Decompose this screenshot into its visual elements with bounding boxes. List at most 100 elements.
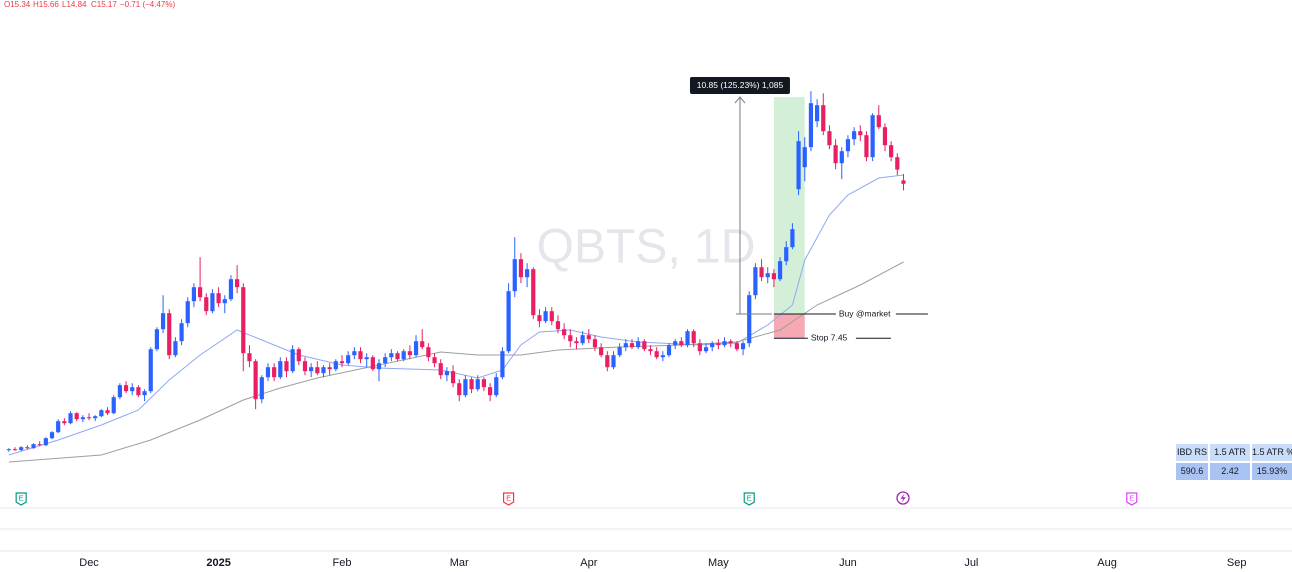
candle-body <box>740 343 746 350</box>
x-tick-label: Apr <box>580 557 597 569</box>
candle-body <box>839 151 844 164</box>
earnings-event[interactable]: E <box>743 492 755 506</box>
earnings-label: E <box>1129 493 1134 502</box>
candle-body <box>222 299 227 304</box>
x-tick-label: Dec <box>79 557 99 569</box>
candle-body <box>889 145 894 158</box>
earnings-event[interactable]: E <box>15 492 27 506</box>
candle-body <box>370 357 375 370</box>
candle-body <box>463 379 468 396</box>
earnings-event[interactable]: E <box>502 492 515 506</box>
candle-body <box>864 135 869 158</box>
candle-body <box>691 331 696 344</box>
candle-body <box>413 341 419 356</box>
candle-body <box>876 115 881 128</box>
candle-body <box>592 339 598 348</box>
candle-body <box>623 343 628 348</box>
earnings-marker <box>15 492 27 506</box>
candle-body <box>395 353 400 360</box>
moving-average <box>8 174 904 456</box>
candle-body <box>123 385 129 392</box>
candle-body <box>562 329 567 336</box>
candle-body <box>210 293 215 312</box>
candle-body <box>790 229 795 248</box>
candle-body <box>895 157 900 170</box>
candle-body <box>19 447 24 450</box>
candle-body <box>272 367 277 378</box>
candle-body <box>481 379 487 388</box>
candle-body <box>666 345 672 356</box>
candle-body <box>197 287 203 298</box>
candle-body <box>870 115 875 158</box>
candle-body <box>759 267 764 278</box>
stop-label: Stop 7.45 <box>811 332 848 342</box>
candle-body <box>852 131 857 140</box>
candle-body <box>457 383 462 396</box>
candle-body <box>160 313 166 330</box>
candle-body <box>37 444 42 446</box>
candle-body <box>383 357 388 364</box>
candle-body <box>450 371 456 384</box>
candle-body <box>49 432 55 439</box>
candle-body <box>407 351 412 356</box>
candle-body <box>56 421 61 433</box>
candle-body <box>648 349 653 352</box>
candle-body <box>518 259 524 278</box>
candle-body <box>235 279 240 288</box>
candle-body <box>278 361 283 378</box>
table-cell: IBD RS <box>1176 444 1208 461</box>
candle-body <box>284 361 289 372</box>
candle-body <box>525 269 530 278</box>
ohlc-value: C15.17 <box>91 0 117 9</box>
x-tick-label: 2025 <box>206 557 230 569</box>
candle-body <box>25 447 30 449</box>
earnings-event[interactable]: E <box>1126 492 1138 506</box>
candle-body <box>734 343 739 350</box>
candle-body <box>265 367 271 378</box>
candle-body <box>808 103 814 148</box>
candle-body <box>420 341 425 348</box>
x-tick-label: Mar <box>450 557 469 569</box>
candle-body <box>722 341 727 346</box>
stop-zone <box>773 314 805 339</box>
table-cell: 2.42 <box>1210 463 1250 480</box>
x-tick-label: Sep <box>1227 557 1247 569</box>
candle-body <box>512 259 517 292</box>
candle-body <box>31 444 36 449</box>
entry-label-bg <box>835 308 896 320</box>
candle-body <box>309 367 314 372</box>
ohlc-value: O15.34 <box>4 0 31 9</box>
candle-body <box>302 361 308 372</box>
moving-average <box>8 261 904 463</box>
candle-body <box>259 377 264 400</box>
candle-body <box>111 397 116 414</box>
candle-body <box>12 449 18 451</box>
earnings-label: E <box>19 493 24 502</box>
candle-body <box>142 391 147 396</box>
candle-body <box>352 351 357 356</box>
candle-body <box>315 367 320 374</box>
candle-body <box>765 273 770 278</box>
candle-body <box>660 355 665 358</box>
candle-body <box>80 417 85 420</box>
stop-label-bg <box>807 332 856 345</box>
candle-body <box>487 387 493 396</box>
candle-body <box>130 387 135 392</box>
candle-body <box>191 287 197 302</box>
earnings-marker <box>1126 492 1138 506</box>
candle-body <box>173 341 178 356</box>
earnings-label: E <box>506 493 511 502</box>
candle-body <box>148 349 153 392</box>
dividend-icon[interactable] <box>896 491 910 505</box>
candle-body <box>247 353 252 362</box>
candle-body <box>62 421 67 424</box>
entry-label: Buy @market <box>839 308 891 318</box>
candle-body <box>679 341 684 346</box>
candle-body <box>376 363 382 370</box>
candle-body <box>796 141 801 190</box>
candle-body <box>136 387 141 396</box>
candle-body <box>99 410 104 417</box>
candle-body <box>747 295 752 344</box>
